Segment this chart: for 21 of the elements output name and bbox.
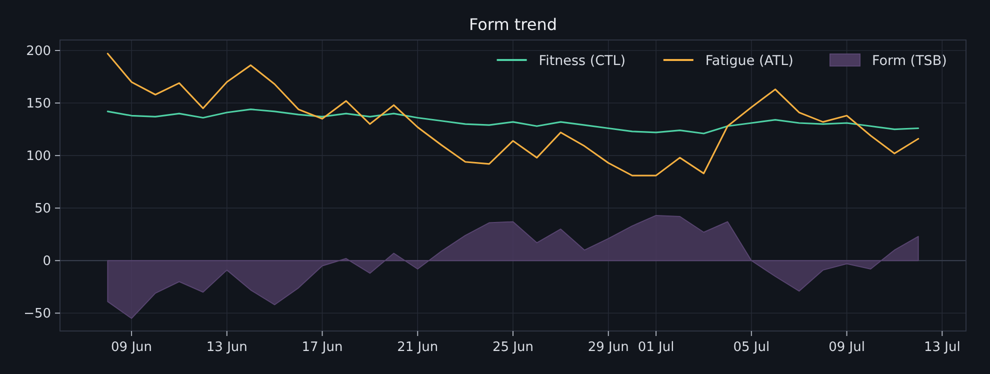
chart-title: Form trend [468, 15, 558, 34]
x-tick-label: 13 Jun [206, 340, 248, 355]
line-series [106, 108, 920, 134]
x-tick-label: 25 Jun [492, 340, 534, 355]
y-tick-label: −50 [24, 306, 51, 322]
x-tick-label: 17 Jun [302, 340, 343, 355]
y-tick-label: 100 [26, 149, 51, 164]
y-tick-label: 150 [26, 96, 51, 112]
x-tick-label: 01 Jul [638, 340, 674, 355]
legend-label: Fatigue (ATL) [705, 53, 794, 69]
x-tick-label: 05 Jul [733, 340, 770, 355]
x-tick-label: 13 Jul [924, 340, 960, 355]
legend-label: Fitness (CTL) [538, 53, 626, 69]
x-tick-label: 09 Jul [828, 340, 865, 355]
x-tick-label: 21 Jun [397, 340, 438, 355]
x-tick-label: 09 Jun [111, 340, 152, 355]
legend-label: Form (TSB) [872, 53, 947, 69]
y-tick-label: 200 [26, 44, 51, 60]
x-tick-label: 29 Jun [588, 340, 629, 355]
y-tick-label: 0 [42, 254, 51, 270]
y-tick-label: 50 [34, 202, 51, 217]
